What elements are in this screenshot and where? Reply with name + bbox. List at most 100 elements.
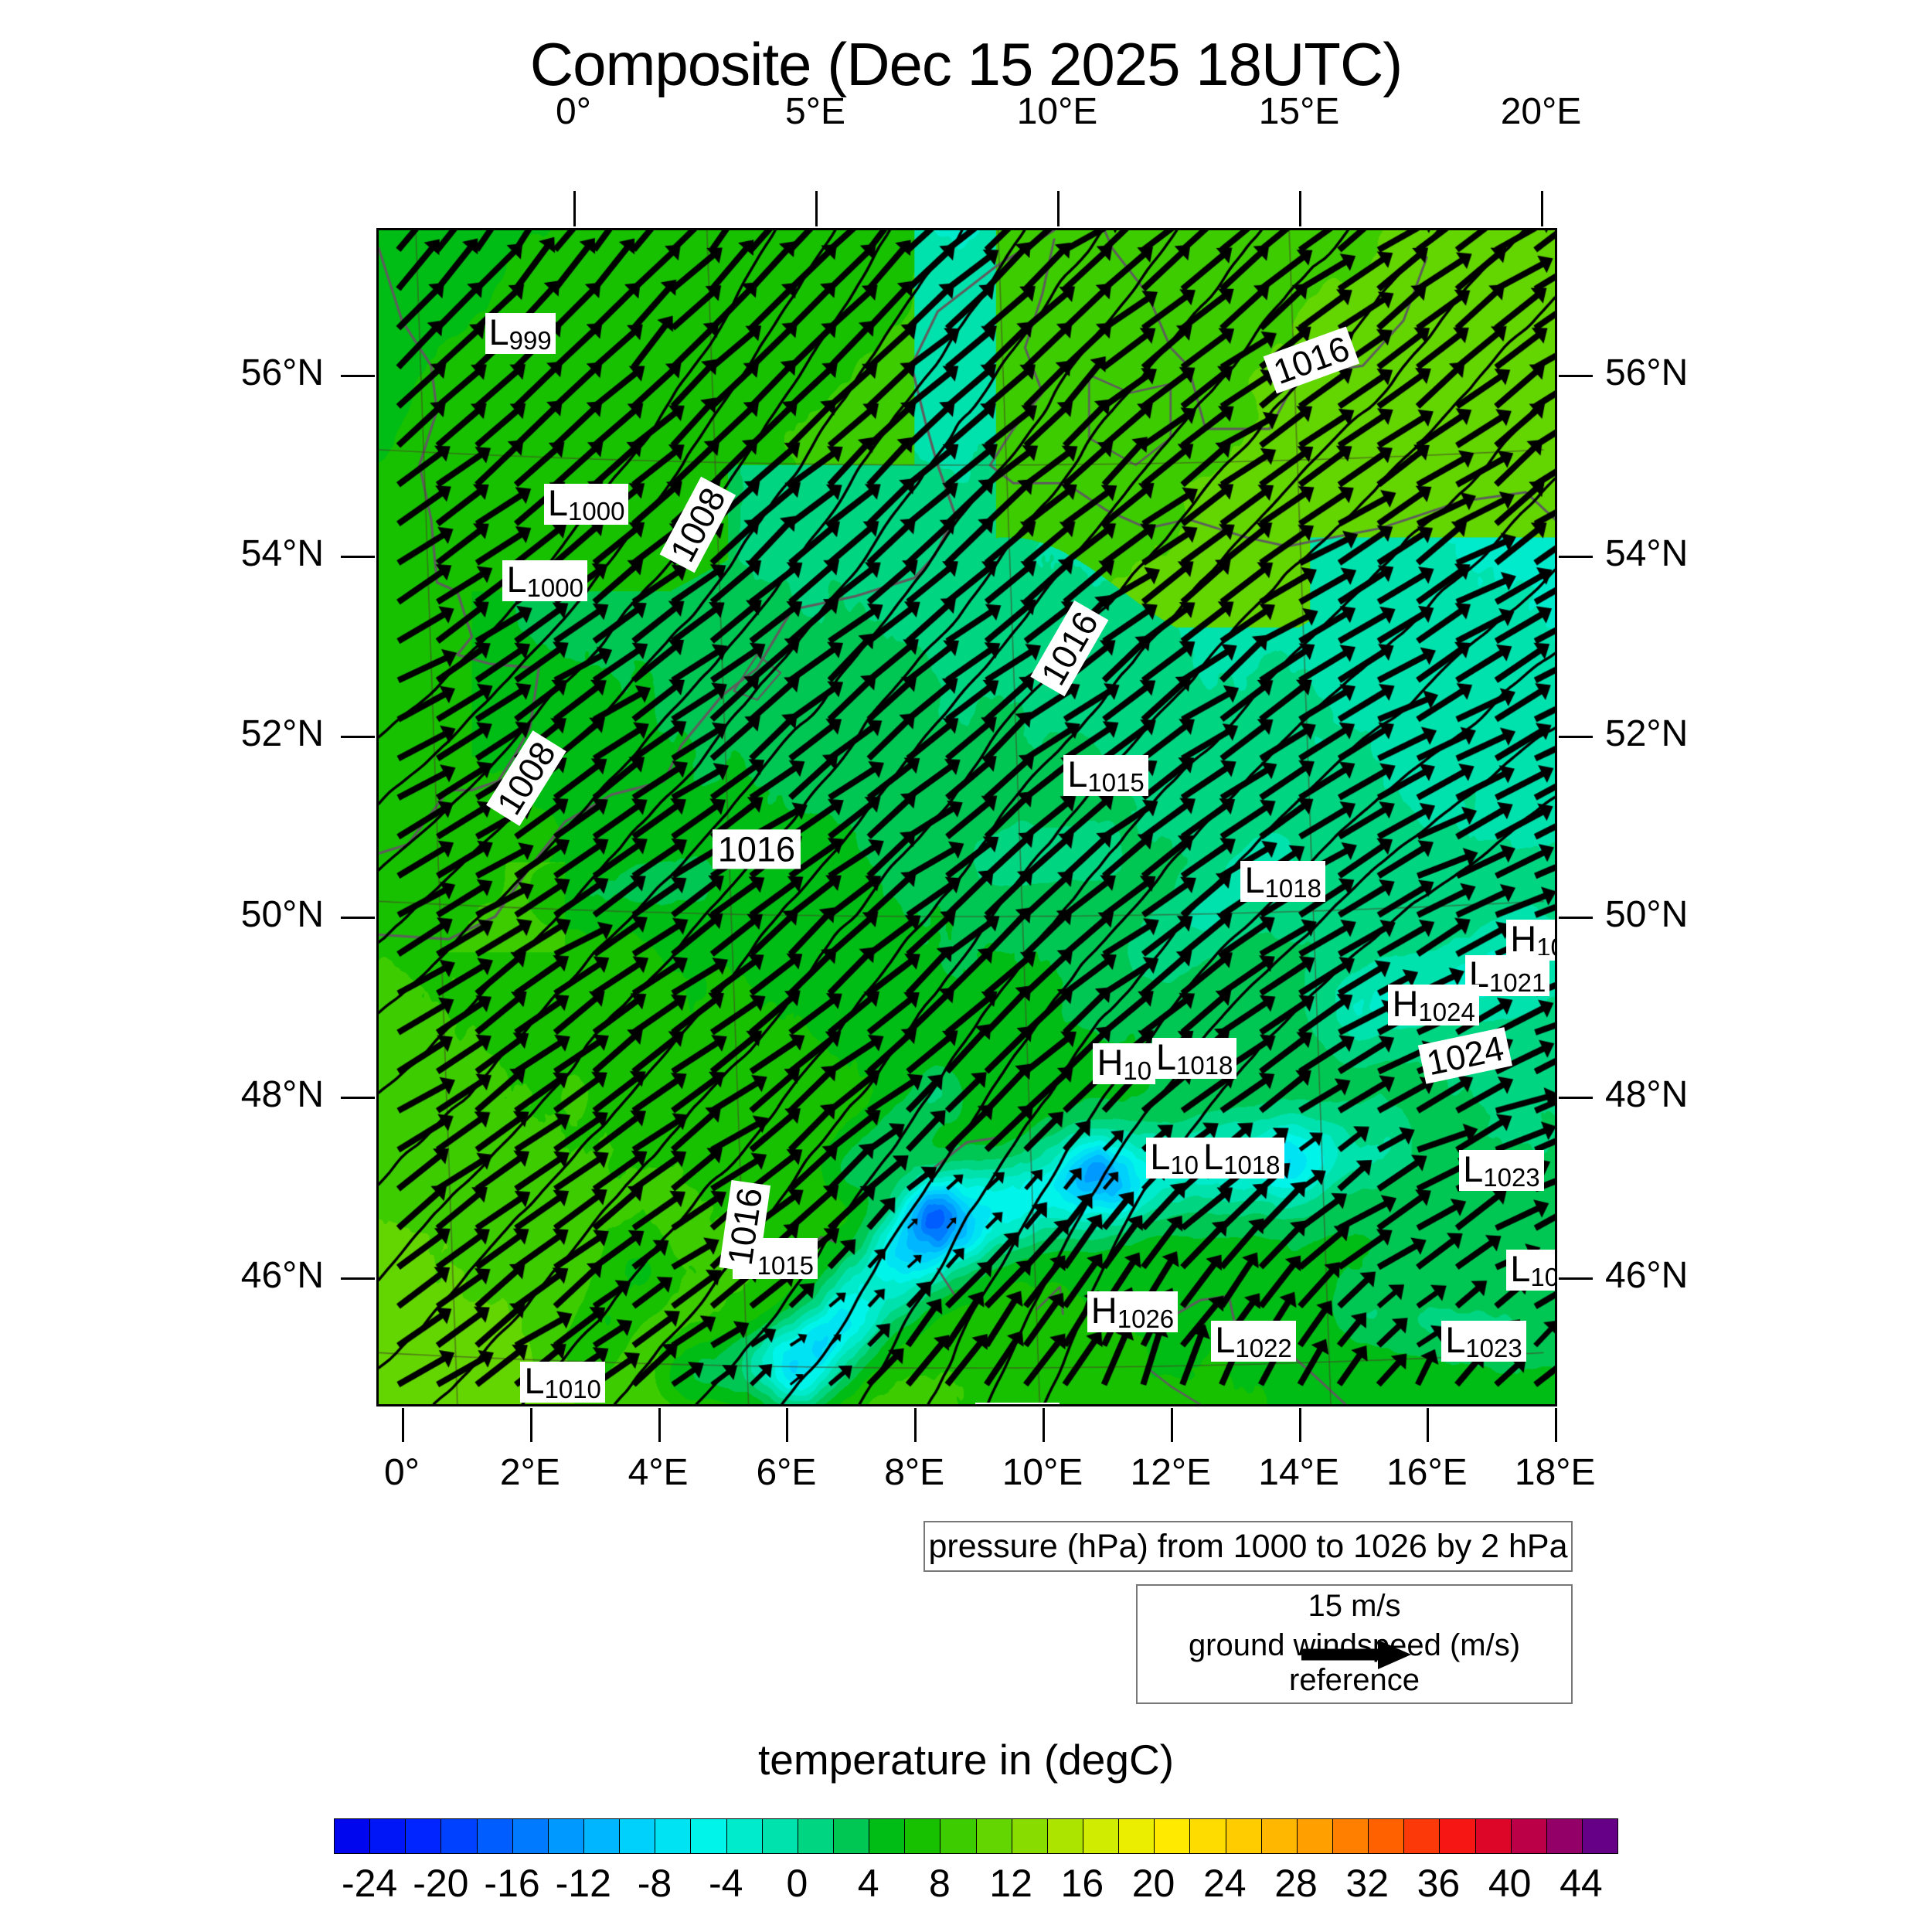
axis-tick-bottom [658,1408,661,1442]
axis-label-right: 54°N [1605,532,1689,574]
colorbar-swatch [655,1819,692,1853]
pressure-center-type: L [979,1401,999,1404]
colorbar-swatch [1261,1819,1298,1853]
pressure-center-type: L [1445,1318,1466,1360]
pressure-center-type: L [1067,753,1088,794]
pressure-center-label: L1021 [1464,954,1550,997]
colorbar-swatch [905,1819,941,1853]
colorbar-swatch [441,1819,478,1853]
axis-tick-right [1559,736,1593,739]
pressure-center-value: 1010 [544,1375,601,1403]
colorbar-tick-label: 32 [1345,1862,1389,1905]
axis-tick-top [1541,191,1543,226]
colorbar-swatch [1047,1819,1083,1853]
pressure-center-label: H10 [1093,1042,1156,1085]
colorbar-swatch [1475,1819,1512,1853]
colorbar-swatch [335,1819,371,1853]
pressure-center-label: H1024 [1388,983,1479,1026]
pressure-center-label: L1023 [1441,1318,1526,1362]
pressure-center-label: L1000 [543,481,629,525]
pressure-center-label: L1021 [975,1401,1060,1404]
colorbar-swatch [1226,1819,1262,1853]
colorbar-tick-label: -24 [341,1862,398,1905]
axis-label-bottom: 8°E [884,1452,945,1493]
pressure-center-label: L1010 [520,1362,605,1403]
axis-label-left: 52°N [240,713,324,755]
colorbar-swatch [1012,1819,1048,1853]
pressure-center-type: L [1202,1136,1224,1178]
pressure-center-type: L [547,481,569,523]
page-title: Composite (Dec 15 2025 18UTC) [529,30,1403,98]
axis-tick-left [341,375,375,377]
colorbar-tick-label: 44 [1560,1862,1603,1905]
axis-tick-top [1057,191,1060,226]
colorbar-swatch [1440,1819,1476,1853]
colorbar-swatch [1546,1819,1583,1853]
axis-label-right: 50°N [1605,893,1689,935]
axis-tick-top [573,191,576,226]
colorbar-swatch [869,1819,906,1853]
colorbar-swatch [976,1819,1012,1853]
axis-label-right: 52°N [1605,713,1689,755]
colorbar-swatch [512,1819,549,1853]
colorbar-swatch [1155,1819,1191,1853]
axis-tick-right [1559,375,1593,377]
axis-tick-bottom [529,1408,532,1442]
colorbar-tick-label: 8 [928,1862,951,1905]
axis-label-left: 46°N [240,1255,324,1296]
pressure-center-value: 1018 [1223,1151,1281,1180]
axis-label-bottom: 6°E [756,1452,817,1493]
pressure-center-type: L [1215,1318,1236,1360]
colorbar-swatch [726,1819,763,1853]
colorbar-swatch [548,1819,584,1853]
pressure-center-label: L1018 [1151,1036,1237,1080]
colorbar-swatch [583,1819,621,1853]
pressure-center-type: L [1510,1248,1531,1290]
pressure-center-type: L [488,311,509,352]
axis-label-left: 54°N [240,532,324,574]
axis-tick-bottom [1170,1408,1173,1442]
axis-tick-bottom [1298,1408,1301,1442]
colorbar-swatch [620,1819,656,1853]
axis-tick-bottom [786,1408,789,1442]
colorbar-swatch [1332,1819,1369,1853]
pressure-center-label: L1000 [502,560,587,601]
pressure-center-value: 1018 [1175,1050,1233,1080]
colorbar-swatch [940,1819,977,1853]
colorbar-tick-label: -20 [413,1862,469,1905]
pressure-center-label: L1018 [1240,860,1325,902]
wind-reference-arrow-icon [1301,1640,1411,1669]
pressure-center-type: L [1155,1036,1176,1077]
pressure-center-value: 102 [1530,1263,1555,1292]
axis-tick-right [1559,1277,1593,1280]
pressure-center-type: H [1097,1042,1124,1083]
colorbar-tick-label: 40 [1488,1862,1532,1905]
colorbar-swatch [762,1819,798,1853]
axis-tick-top [815,191,818,226]
axis-tick-bottom [1555,1408,1558,1442]
colorbar-swatch [406,1819,442,1853]
pressure-center-type: H [1392,983,1419,1024]
axis-tick-top [1299,191,1301,226]
colorbar-swatch [1119,1819,1155,1853]
axis-label-right: 46°N [1605,1255,1689,1296]
pressure-center-label: H1026 [1087,1291,1179,1333]
colorbar-swatch [370,1819,406,1853]
axis-tick-left [341,555,375,558]
axis-label-top: 15°E [1258,91,1340,132]
axis-tick-bottom [914,1408,917,1442]
pressure-center-value: 1023 [1465,1333,1522,1362]
colorbar-tick-label: -8 [637,1862,672,1905]
pressure-center-type: L [1463,1148,1484,1189]
pressure-center-value: 10 [1536,933,1555,962]
pressure-center-value: 1021 [1488,968,1546,997]
axis-tick-left [341,1277,375,1280]
colorbar-swatch [1404,1819,1440,1853]
colorbar-tick-label: -4 [708,1862,743,1905]
pressure-center-value: 1026 [1117,1304,1175,1333]
colorbar-swatch [1083,1819,1120,1853]
wind-reference-value: 15 m/s [1308,1589,1401,1623]
axis-label-top: 0° [556,91,591,132]
colorbar-swatch [833,1819,870,1853]
axis-tick-right [1559,555,1593,558]
